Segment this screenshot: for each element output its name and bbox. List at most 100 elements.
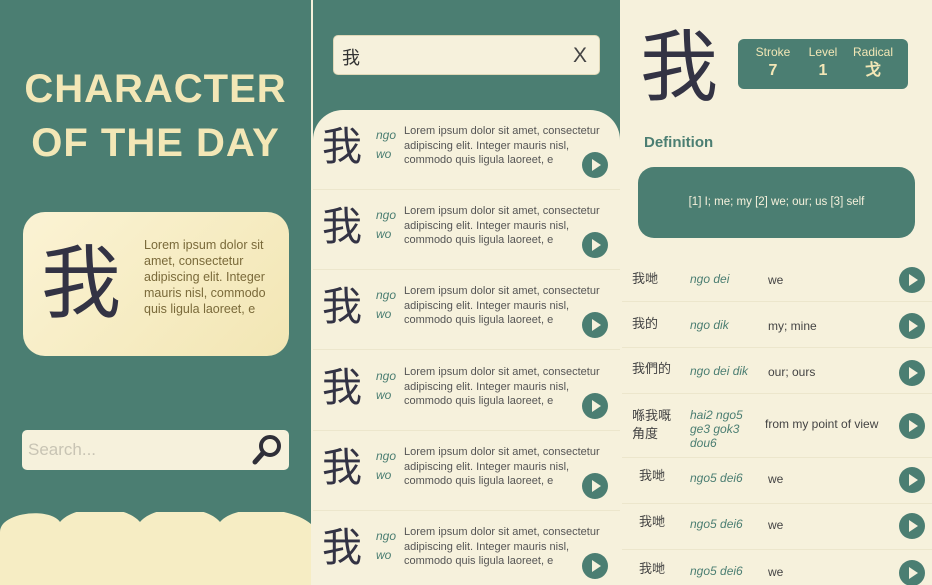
stat-level: Level 1 — [798, 44, 848, 82]
play-audio-icon[interactable] — [899, 413, 925, 439]
result-item[interactable]: 我 ngo wo Lorem ipsum dolor sit amet, con… — [313, 431, 620, 511]
word: 我哋 — [639, 515, 666, 530]
play-audio-icon[interactable] — [899, 360, 925, 386]
result-character: 我 — [322, 365, 362, 411]
result-character: 我 — [322, 204, 362, 250]
search-results-screen: 我 X 我 ngo wo Lorem ipsum dolor sit amet,… — [313, 0, 620, 585]
word-pronunciation: ngo5 dei6 — [690, 517, 743, 531]
title-line-1: CHARACTER — [24, 67, 287, 111]
search-query: 我 — [342, 48, 360, 69]
result-character: 我 — [322, 445, 362, 491]
result-item[interactable]: 我 ngo wo Lorem ipsum dolor sit amet, con… — [313, 511, 620, 585]
romanization-1: ngo — [376, 449, 397, 463]
word-pronunciation: ngo dik — [690, 318, 729, 332]
word-pronunciation: ngo5 dei6 — [690, 471, 743, 485]
play-audio-icon[interactable] — [899, 467, 925, 493]
result-character: 我 — [322, 525, 362, 571]
character-detail-screen: 我 Stroke 7 Level 1 Radical 戈 Definition … — [622, 0, 932, 585]
result-character: 我 — [322, 124, 362, 170]
word: 我的 — [632, 317, 659, 332]
result-description: Lorem ipsum dolor sit amet, consectetur … — [404, 285, 600, 326]
word-row[interactable]: 我的 ngo dik my; mine — [622, 302, 932, 348]
decorative-waves — [0, 512, 311, 585]
result-item[interactable]: 我 ngo wo Lorem ipsum dolor sit amet, con… — [313, 110, 620, 190]
character-description: Lorem ipsum dolor sit amet, consectetur … — [144, 238, 266, 316]
word-row[interactable]: 喺我嘅角度 hai2 ngo5 ge3 gok3 dou6 from my po… — [622, 394, 932, 458]
romanization-1: ngo — [376, 529, 397, 543]
character-stats: Stroke 7 Level 1 Radical 戈 — [738, 39, 908, 89]
stat-label: Radical — [852, 45, 894, 59]
page-title: CHARACTER OF THE DAY — [0, 62, 311, 170]
search-input[interactable] — [22, 430, 242, 470]
character-card[interactable]: 我 Lorem ipsum dolor sit amet, consectetu… — [23, 212, 289, 356]
play-audio-icon[interactable] — [582, 232, 608, 258]
result-romanization: ngo wo — [376, 367, 396, 405]
result-description: Lorem ipsum dolor sit amet, consectetur … — [404, 366, 600, 407]
word-row[interactable]: 我哋 ngo5 dei6 we — [622, 458, 932, 504]
word: 我哋 — [639, 562, 666, 577]
stat-stroke: Stroke 7 — [748, 44, 798, 82]
romanization-2: wo — [376, 147, 392, 161]
play-audio-icon[interactable] — [582, 312, 608, 338]
word-row[interactable]: 我哋 ngo dei we — [622, 258, 932, 302]
result-item[interactable]: 我 ngo wo Lorem ipsum dolor sit amet, con… — [313, 190, 620, 270]
play-audio-icon[interactable] — [582, 152, 608, 178]
play-audio-icon[interactable] — [899, 267, 925, 293]
result-description: Lorem ipsum dolor sit amet, consectetur … — [404, 205, 600, 246]
search-bar[interactable]: 我 X — [333, 35, 600, 75]
result-character: 我 — [322, 284, 362, 330]
word: 我哋 — [632, 272, 659, 287]
word-pronunciation: ngo5 dei6 — [690, 564, 743, 578]
word-meaning: we — [768, 565, 784, 579]
word-meaning: our; ours — [768, 365, 816, 379]
results-list: 我 ngo wo Lorem ipsum dolor sit amet, con… — [313, 110, 620, 585]
word-meaning: we — [768, 472, 784, 486]
title-line-2: OF THE DAY — [31, 121, 280, 165]
romanization-1: ngo — [376, 128, 397, 142]
result-item[interactable]: 我 ngo wo Lorem ipsum dolor sit amet, con… — [313, 270, 620, 350]
result-romanization: ngo wo — [376, 527, 396, 565]
stat-radical: Radical 戈 — [848, 44, 898, 82]
stat-label: Stroke — [755, 45, 791, 59]
stat-value: 1 — [818, 62, 828, 79]
word-meaning: my; mine — [768, 319, 817, 333]
play-audio-icon[interactable] — [899, 560, 925, 585]
romanization-2: wo — [376, 388, 392, 402]
stat-value: 戈 — [864, 62, 881, 79]
detail-character: 我 — [640, 23, 719, 113]
romanization-1: ngo — [376, 288, 397, 302]
clear-search-button[interactable]: X — [572, 44, 587, 67]
word-row[interactable]: 我哋 ngo5 dei6 we — [622, 550, 932, 585]
word-row[interactable]: 我哋 ngo5 dei6 we — [622, 504, 932, 550]
result-romanization: ngo wo — [376, 206, 396, 244]
play-audio-icon[interactable] — [899, 313, 925, 339]
word-pronunciation: hai2 ngo5 ge3 gok3 dou6 — [690, 408, 743, 450]
definition-heading: Definition — [644, 134, 714, 151]
play-audio-icon[interactable] — [899, 513, 925, 539]
play-audio-icon[interactable] — [582, 553, 608, 579]
romanization-2: wo — [376, 468, 392, 482]
word-meaning: we — [768, 518, 784, 532]
definition-text: [1] I; me; my [2] we; our; us [3] self — [638, 167, 915, 238]
search-icon[interactable] — [251, 433, 285, 467]
play-audio-icon[interactable] — [582, 393, 608, 419]
word-pronunciation: ngo dei dik — [690, 364, 749, 378]
word-meaning: we — [768, 273, 784, 287]
romanization-2: wo — [376, 548, 392, 562]
romanization-2: wo — [376, 227, 392, 241]
romanization-1: ngo — [376, 208, 397, 222]
stat-label: Level — [808, 45, 838, 59]
result-romanization: ngo wo — [376, 447, 396, 485]
romanization-2: wo — [376, 307, 392, 321]
play-audio-icon[interactable] — [582, 473, 608, 499]
result-description: Lorem ipsum dolor sit amet, consectetur … — [404, 446, 600, 487]
search-bar — [22, 430, 289, 470]
word-row[interactable]: 我們的 ngo dei dik our; ours — [622, 348, 932, 394]
character-of-the-day-screen: CHARACTER OF THE DAY 我 Lorem ipsum dolor… — [0, 0, 311, 585]
word-meaning: from my point of view — [765, 417, 879, 431]
result-romanization: ngo wo — [376, 286, 396, 324]
romanization-1: ngo — [376, 369, 397, 383]
result-item[interactable]: 我 ngo wo Lorem ipsum dolor sit amet, con… — [313, 351, 620, 431]
stat-value: 7 — [768, 62, 778, 79]
result-description: Lorem ipsum dolor sit amet, consectetur … — [404, 125, 600, 166]
